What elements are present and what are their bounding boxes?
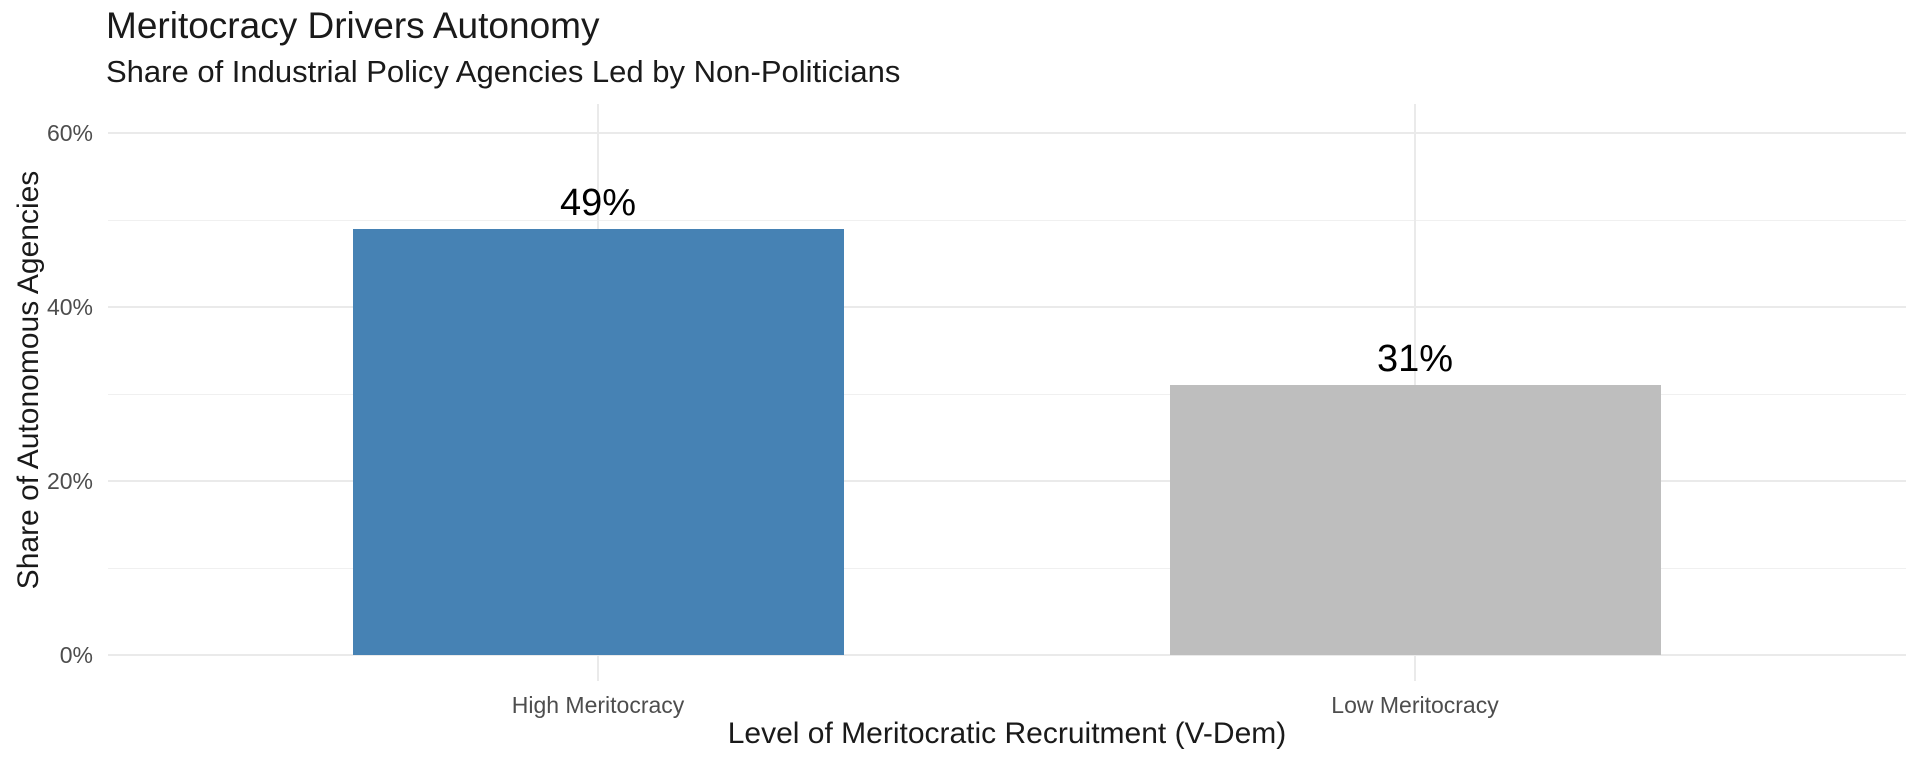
gridline-minor-50 <box>108 220 1906 221</box>
plot-panel: 49% 31% <box>108 104 1906 681</box>
y-tick-label-60: 60% <box>46 120 93 146</box>
bar-value-label-high-meritocracy: 49% <box>559 182 637 224</box>
y-tick-label-0: 0% <box>59 642 93 668</box>
chart-subtitle: Share of Industrial Policy Agencies Led … <box>106 54 901 89</box>
gridline-major-40 <box>108 306 1906 308</box>
x-tick-label-high-meritocracy: High Meritocracy <box>511 692 685 718</box>
y-axis-title: Share of Autonomous Agencies <box>12 170 45 590</box>
y-tick-label-20: 20% <box>46 468 93 494</box>
bar-low-meritocracy <box>1169 385 1661 655</box>
gridline-minor-30 <box>108 394 1906 395</box>
y-tick-label-40: 40% <box>46 294 93 320</box>
x-axis-title: Level of Meritocratic Recruitment (V-Dem… <box>727 717 1287 750</box>
chart-title: Meritocracy Drivers Autonomy <box>106 5 600 46</box>
gridline-minor-10 <box>108 568 1906 569</box>
gridline-major-0 <box>108 654 1906 656</box>
x-tick-label-low-meritocracy: Low Meritocracy <box>1331 692 1499 718</box>
bar-high-meritocracy <box>352 229 844 655</box>
gridline-major-60 <box>108 132 1906 134</box>
gridline-major-20 <box>108 480 1906 482</box>
bar-value-label-low-meritocracy: 31% <box>1376 338 1454 380</box>
